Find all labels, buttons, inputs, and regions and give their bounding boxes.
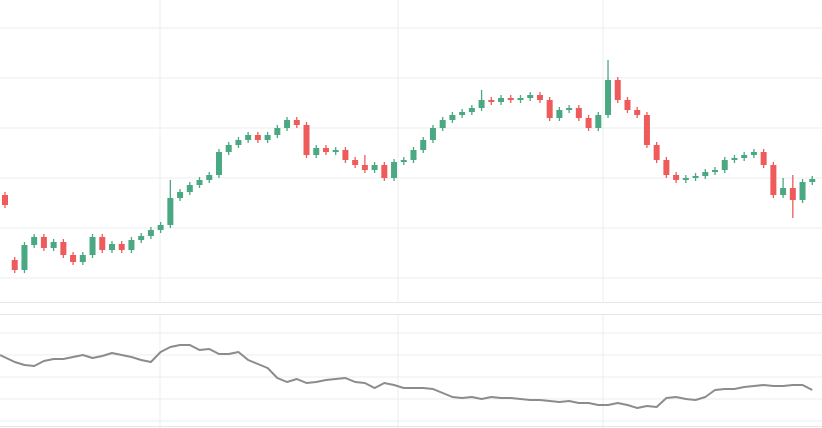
candle-body [381,165,388,178]
candle-body [11,260,18,270]
candle-body [186,185,193,192]
candle-body [750,152,757,155]
candle-body [527,95,534,98]
candle-body [420,140,427,150]
candle-body [741,155,748,158]
candle-body [575,108,582,118]
candle-body [468,108,475,112]
candle-body [274,128,281,135]
candle-body [177,192,184,198]
candle-body [400,160,407,162]
candle-body [478,100,485,108]
candle-body [293,120,300,125]
candle-body [507,98,514,100]
candle-body [118,244,125,250]
candle-body [235,140,242,145]
indicator-line [0,344,813,409]
candle-body [663,160,670,175]
candle-body [147,230,154,236]
candle-body [731,158,738,160]
candle-body [536,95,543,100]
candle-body [167,198,174,225]
candle-body [624,100,631,110]
candle-body [673,175,680,180]
candle-body [60,242,67,255]
candle-body [40,237,47,248]
candle-body [391,162,398,178]
candle-body [284,120,291,128]
candle-body [225,145,232,152]
candle-body [789,188,796,200]
candle-body [138,236,145,240]
candle-body [245,135,252,140]
candle-body [595,115,602,128]
candle-body [31,237,38,245]
candle-body [157,225,164,230]
candle-body [702,172,709,176]
candle-body [692,176,699,178]
candle-body [605,80,612,115]
candle-body [566,108,573,110]
candle-body [643,115,650,145]
candle-body [89,237,96,255]
candle-body [79,255,86,262]
candle-body [342,150,349,160]
candle-body [303,125,310,155]
candle-body [780,188,787,195]
candle-body [546,100,553,118]
candle-body [614,80,621,100]
candle-body [760,152,767,165]
candle-body [429,128,436,140]
candle-body [410,150,417,160]
candle-body [361,165,368,170]
candle-body [128,240,135,250]
candle-body [488,100,495,102]
candle-body [21,245,28,270]
candle-body [809,179,816,182]
candle-body [313,148,320,155]
candle-body [459,112,466,115]
candle-body [799,182,806,200]
candle-body [352,160,359,165]
candle-body [332,150,339,152]
candle-body [770,165,777,195]
candle-body [50,242,57,248]
candle-body [556,110,563,118]
candle-body [206,175,213,180]
candle-body [99,237,106,250]
candle-body [70,255,77,262]
candle-body [682,178,689,180]
candle-body [517,98,524,100]
candle-body [712,170,719,172]
candle-body [585,118,592,128]
candle-body [439,120,446,128]
candle-body [254,135,261,140]
candle-body [215,152,222,175]
candle-body [721,160,728,170]
candle-body [196,180,203,185]
candle-body [264,135,271,140]
candle-body [653,145,660,160]
candle-body [634,110,641,115]
candle-body [322,148,329,152]
candle-body [2,195,8,205]
candle-body [498,98,505,102]
candle-body [449,115,456,120]
candle-body [371,165,378,170]
candle-body [108,244,115,250]
